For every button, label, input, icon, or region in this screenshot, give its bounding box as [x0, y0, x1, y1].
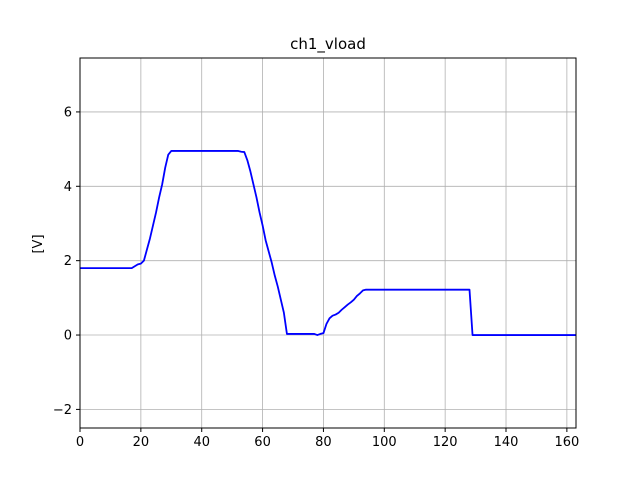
plot-frame [79, 57, 577, 429]
x-tick-label: 140 [494, 435, 519, 450]
x-tick-label: 100 [372, 435, 397, 450]
x-tick-label: 160 [554, 435, 579, 450]
y-tick-label: 2 [64, 254, 72, 269]
y-axis: −2 0 2 4 6 [53, 105, 80, 418]
x-tick-label: 60 [254, 435, 271, 450]
x-axis: 0 20 40 60 80 100 120 140 160 [76, 428, 579, 450]
x-tick-label: 80 [315, 435, 332, 450]
x-tick-label: 20 [133, 435, 150, 450]
x-tick-label: 120 [433, 435, 458, 450]
x-tick-label: 40 [193, 435, 210, 450]
series-layer [80, 150, 576, 336]
chart-title: ch1_vload [290, 35, 366, 54]
y-tick-label: 4 [64, 180, 72, 195]
y-tick-label: 0 [64, 329, 72, 344]
y-tick-label: 6 [64, 105, 72, 120]
y-tick-label: −2 [53, 403, 72, 418]
series-line [80, 150, 576, 336]
grid [79, 58, 576, 428]
x-tick-label: 0 [76, 435, 84, 450]
y-axis-label: [V] [31, 234, 46, 253]
